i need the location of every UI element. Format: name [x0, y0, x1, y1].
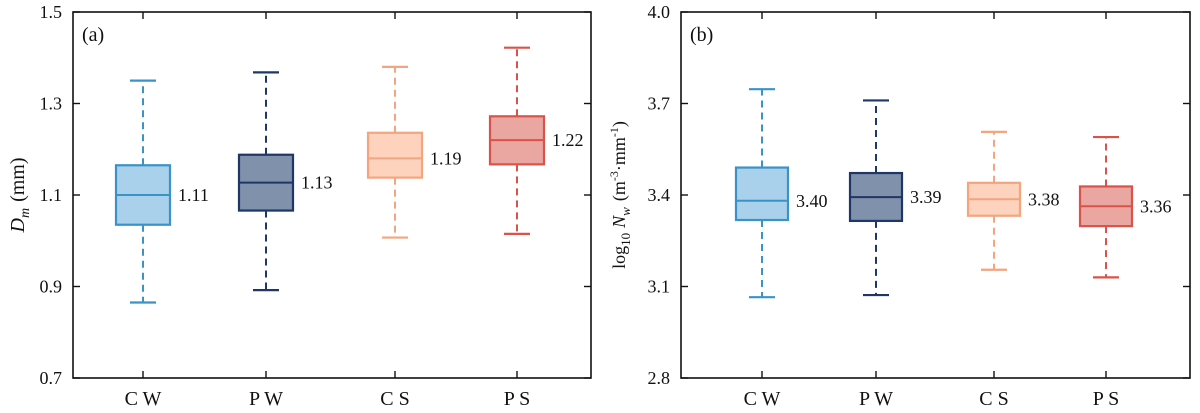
- y-axis-label-unit: (mm): [7, 157, 29, 201]
- box-cs: 1.19: [366, 65, 462, 239]
- iqr-box: [734, 166, 790, 222]
- y-axis-label-prefix-sub: 10: [618, 233, 633, 246]
- x-tick-label: P W: [249, 388, 283, 410]
- panel-label: (a): [82, 24, 104, 46]
- value-label: 3.38: [1028, 189, 1060, 209]
- value-label: 1.22: [552, 130, 584, 150]
- y-tick-label: 1.1: [40, 185, 63, 205]
- x-tick-label: C W: [125, 388, 162, 410]
- box-pw: 3.39: [848, 99, 942, 297]
- x-tick-label: P W: [859, 388, 893, 410]
- box-cs: 3.38: [966, 130, 1060, 271]
- value-label: 3.36: [1140, 196, 1172, 216]
- y-axis-label-main: N: [609, 215, 629, 229]
- y-tick-label: 3.7: [648, 94, 671, 114]
- panel-b: (b) log10 Nw (m-3·mm-1) 2.8 3.1 3.4 3.7 4.0 C …: [607, 2, 1191, 410]
- y-tick-label: 4.0: [648, 2, 671, 22]
- y-tick-label: 1.3: [40, 94, 63, 114]
- box-series: 1.11 1.13 1.19 1.22: [114, 46, 584, 304]
- value-label: 3.40: [796, 191, 828, 211]
- y-tick-label: 2.8: [648, 368, 671, 388]
- y-axis-label-unit-end: ): [609, 121, 630, 127]
- box-cw: 1.11: [114, 79, 209, 304]
- box-cw: 3.40: [734, 88, 828, 299]
- y-tick-label: 0.7: [40, 368, 63, 388]
- value-label: 3.39: [910, 187, 942, 207]
- y-ticks: 2.8 3.1 3.4 3.7 4.0: [648, 2, 1190, 388]
- panel-label: (b): [690, 24, 713, 46]
- y-axis-label-sub: m: [18, 208, 33, 218]
- y-tick-label: 3.1: [648, 277, 671, 297]
- y-axis-label: log10 Nw (m-3·mm-1): [607, 121, 633, 269]
- y-tick-label: 3.4: [648, 185, 671, 205]
- y-axis-label-unit-sup1: -3: [607, 171, 621, 181]
- box-series: 3.40 3.39 3.38 3.36: [734, 88, 1172, 299]
- y-tick-label: 1.5: [40, 2, 63, 22]
- box-ps: 3.36: [1078, 135, 1172, 279]
- value-label: 1.11: [178, 185, 209, 205]
- y-axis-label-unit: (m: [609, 181, 630, 201]
- y-axis-label: Dm (mm): [7, 157, 33, 233]
- y-axis-label-main: D: [7, 218, 29, 234]
- y-tick-label: 0.9: [40, 277, 63, 297]
- y-axis-label-sub: w: [618, 207, 633, 216]
- y-ticks: 0.7 0.9 1.1 1.3 1.5: [40, 2, 591, 388]
- y-axis-label-unit-mid: ·mm: [609, 137, 629, 171]
- y-axis-label-prefix: log: [609, 246, 629, 269]
- y-axis-label-unit-sup2: -1: [607, 127, 621, 137]
- x-tick-label: C S: [979, 388, 1008, 410]
- x-tick-label: P S: [1093, 388, 1120, 410]
- box-ps: 1.22: [488, 46, 584, 235]
- x-tick-label: C S: [380, 388, 409, 410]
- iqr-box: [366, 131, 424, 179]
- value-label: 1.13: [301, 173, 333, 193]
- x-tick-label: C W: [744, 388, 781, 410]
- x-tick-label: P S: [504, 388, 531, 410]
- value-label: 1.19: [430, 148, 462, 168]
- box-pw: 1.13: [237, 71, 333, 292]
